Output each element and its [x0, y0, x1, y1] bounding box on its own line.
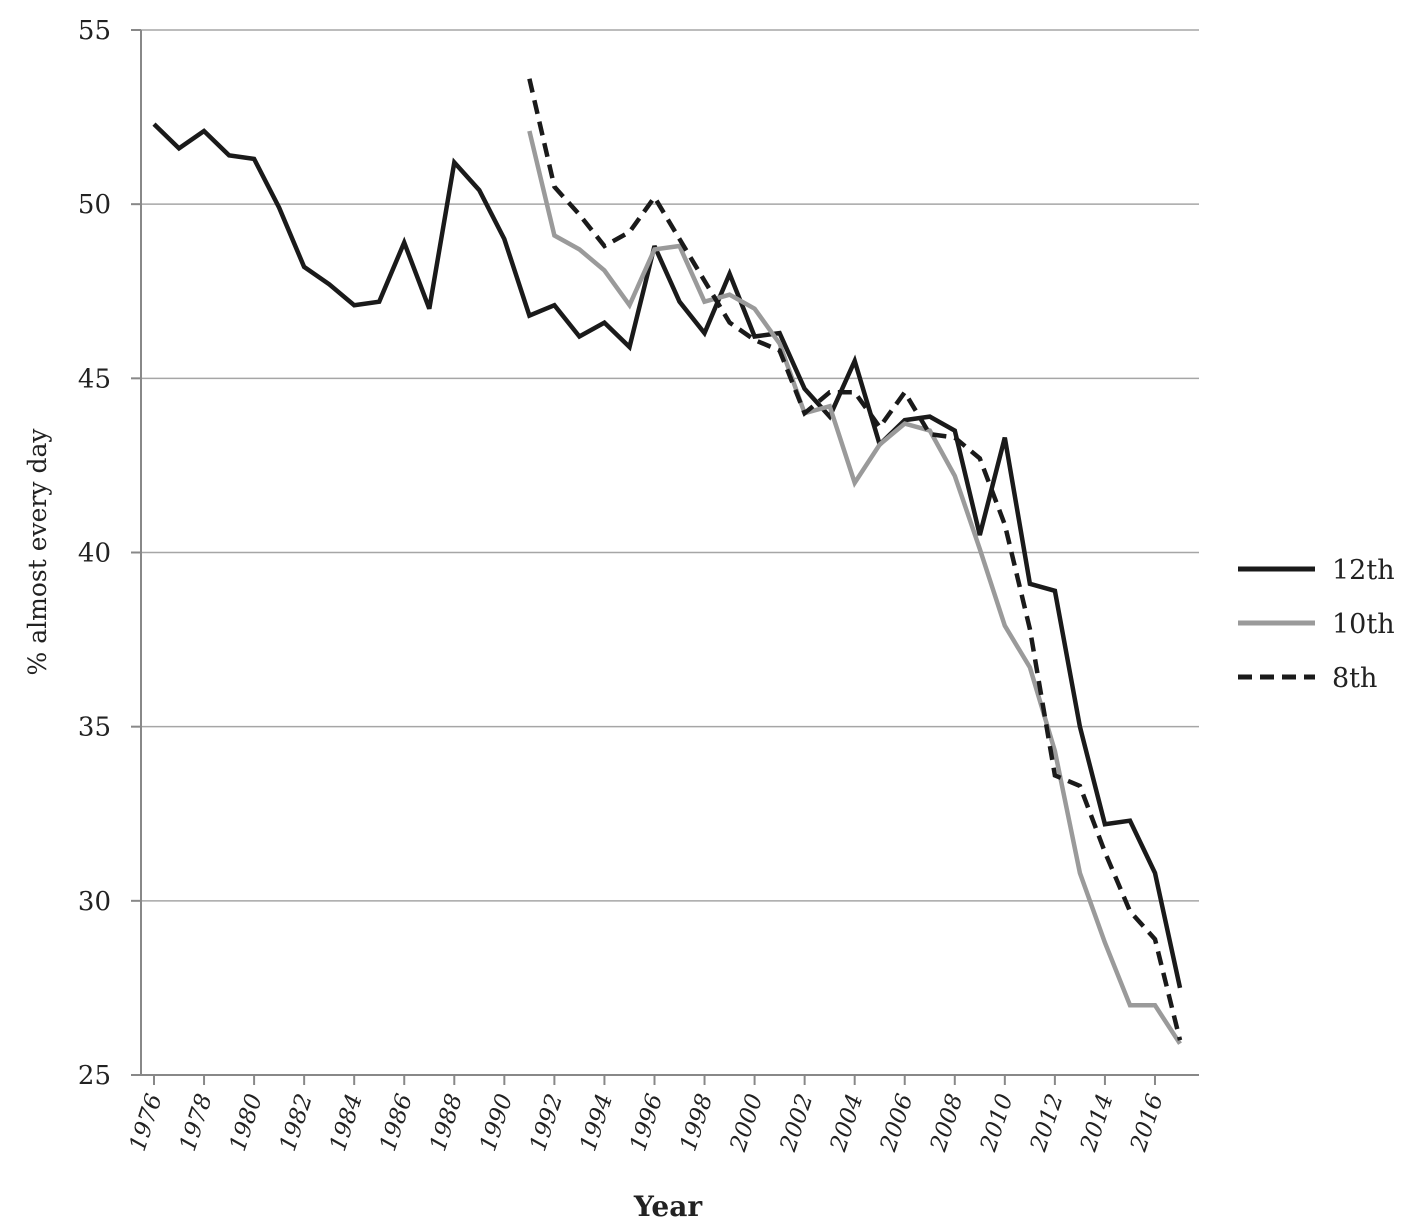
x-tick-label: 2014 — [1076, 1091, 1119, 1156]
series-line-8th — [527, 78, 1183, 1041]
x-axis-title: Year — [633, 1190, 704, 1223]
y-tick-label: 50 — [78, 190, 111, 220]
y-tick-label: 40 — [78, 539, 111, 569]
x-tick-label: 1984 — [325, 1091, 368, 1155]
x-tick-label: 2004 — [825, 1091, 868, 1156]
x-tick-label: 1976 — [125, 1091, 168, 1155]
x-tick-label: 2016 — [1126, 1091, 1169, 1156]
x-tick-label: 2010 — [975, 1091, 1018, 1156]
y-tick-label: 35 — [78, 713, 111, 743]
axes — [140, 30, 1199, 1076]
legend-label-8th: 8th — [1332, 663, 1377, 694]
x-tick-label: 2008 — [925, 1091, 968, 1156]
x-tick-label: 1992 — [525, 1091, 568, 1155]
x-tick-label: 1998 — [675, 1091, 718, 1155]
y-tick-label: 45 — [78, 364, 111, 394]
y-tick-label: 55 — [78, 16, 111, 46]
series-line-10th — [527, 130, 1182, 1045]
series-line-12th — [152, 122, 1183, 989]
x-tick-label: 1982 — [275, 1091, 318, 1155]
gridlines — [131, 29, 1199, 1076]
legend-label-12th: 12th — [1332, 555, 1395, 586]
x-tick-label: 2006 — [875, 1091, 918, 1156]
x-tick-label: 1978 — [175, 1091, 218, 1155]
x-tick-label: 1986 — [375, 1091, 418, 1155]
legend: 12th 10th 8th — [1238, 555, 1395, 694]
x-tick-label: 2000 — [725, 1091, 768, 1156]
series-lines — [152, 78, 1183, 1045]
x-tick-label: 1994 — [575, 1091, 618, 1155]
y-axis-title: % almost every day — [23, 428, 52, 676]
x-tick-label: 2002 — [775, 1091, 818, 1156]
y-tick-label: 30 — [78, 887, 111, 917]
x-tick-label: 2012 — [1025, 1091, 1068, 1156]
y-tick-label: 25 — [78, 1061, 111, 1091]
legend-label-10th: 10th — [1332, 609, 1395, 640]
x-tick-label: 1988 — [425, 1091, 468, 1155]
y-tick-labels: 25 30 35 40 45 50 55 — [78, 16, 111, 1091]
x-tick-label: 1980 — [225, 1091, 268, 1155]
x-tick-label: 1990 — [475, 1091, 518, 1155]
x-tick-label: 1996 — [625, 1091, 668, 1155]
x-tick-labels: 1976 1978 1980 1982 1984 1986 1988 1990 1992 1994… — [125, 1075, 1169, 1155]
